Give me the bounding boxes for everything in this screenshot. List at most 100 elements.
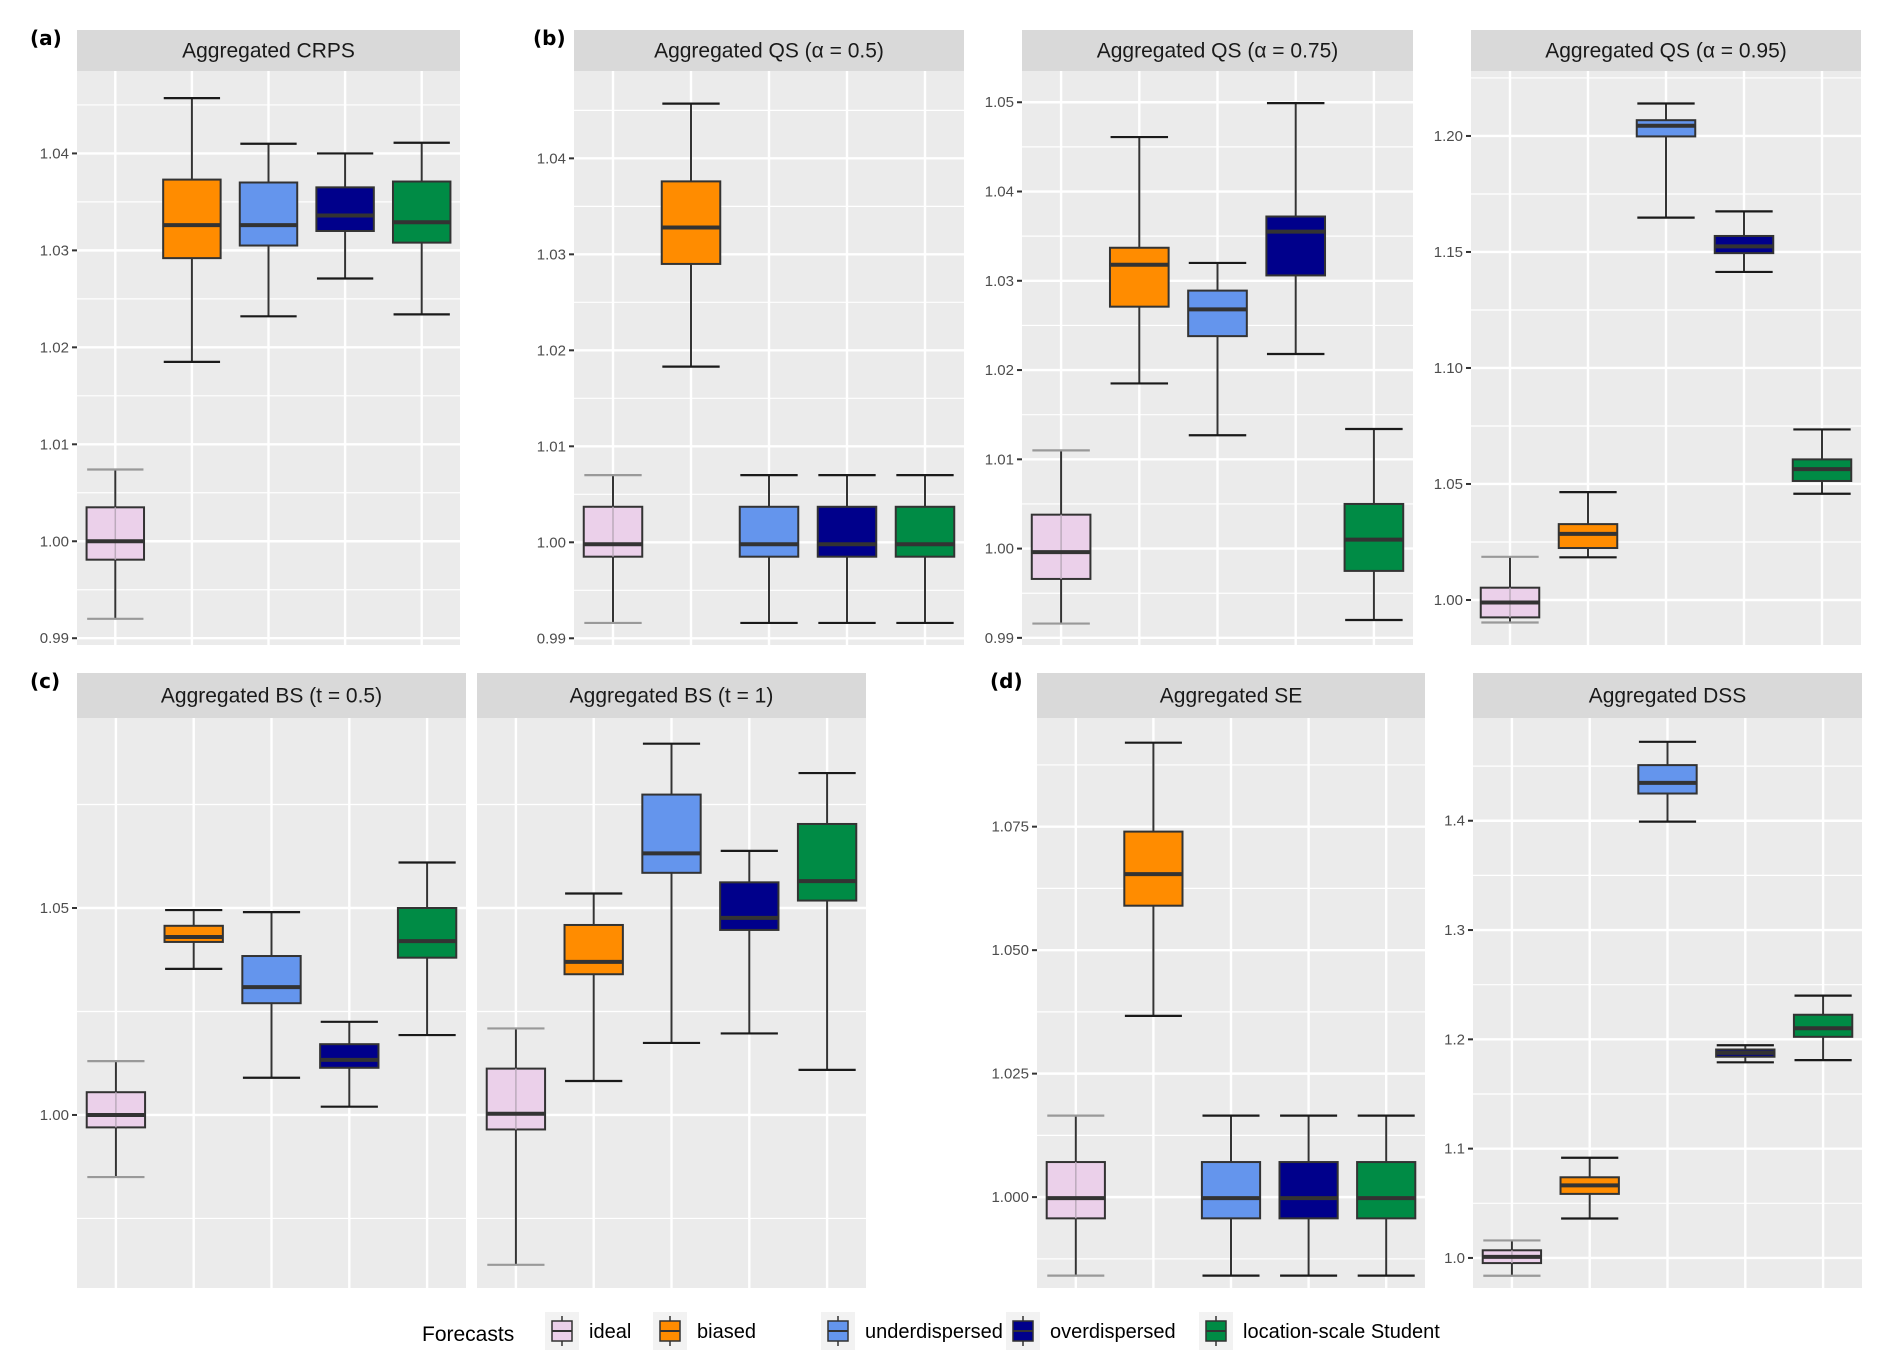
y-tick-label: 1.0 — [1444, 1250, 1465, 1267]
box-ideal — [485, 1027, 547, 1266]
panel-6: (d) Aggregated SE 1.000 1.025 1.050 1.075 — [990, 669, 1425, 1288]
box-overdispersed — [1265, 102, 1327, 356]
iqr-box — [1187, 289, 1248, 338]
iqr-box — [1265, 215, 1327, 277]
y-tick-label: 1.000 — [991, 1189, 1029, 1206]
box-overdispersed — [816, 474, 878, 625]
box-biased — [1108, 135, 1170, 385]
y-tick-label: 1.10 — [1434, 360, 1463, 377]
legend-label: biased — [697, 1321, 756, 1343]
iqr-box — [816, 505, 878, 558]
legend-label: overdispersed — [1050, 1321, 1176, 1343]
box-overdispersed — [319, 1020, 380, 1108]
facet-title: Aggregated SE — [1160, 685, 1302, 708]
y-tick-label: 1.075 — [991, 819, 1029, 836]
panel-4: (c) Aggregated BS (t = 0.5) 1.00 1.05 — [30, 669, 466, 1288]
y-tick-label: 1.15 — [1434, 244, 1463, 261]
iqr-box — [1356, 1161, 1417, 1220]
y-tick-label: 1.3 — [1444, 922, 1465, 939]
facet-strip — [1037, 673, 1425, 718]
y-tick-label: 1.1 — [1444, 1141, 1465, 1158]
y-tick-label: 1.03 — [985, 273, 1014, 290]
y-tick-label: 1.01 — [985, 451, 1014, 468]
y-tick-label: 1.03 — [40, 242, 69, 259]
box-underdispersed — [1637, 740, 1698, 823]
iqr-box — [1792, 1013, 1854, 1038]
iqr-box — [894, 505, 956, 558]
box-ideal — [1030, 449, 1092, 625]
legend-label: location-scale Student — [1243, 1321, 1440, 1343]
box-biased — [563, 892, 624, 1083]
y-tick-label: 1.01 — [40, 436, 69, 453]
box-ideal — [85, 1060, 147, 1179]
box-lss — [796, 771, 858, 1071]
iqr-box — [1635, 119, 1697, 138]
y-tick-label: 1.04 — [537, 150, 566, 167]
y-tick-label: 1.03 — [537, 246, 566, 263]
y-tick-label: 1.05 — [40, 900, 69, 917]
box-biased — [163, 908, 224, 970]
panel-tag: (d) — [990, 669, 1023, 693]
box-overdispersed — [1713, 210, 1775, 274]
facet-strip — [1022, 30, 1413, 71]
y-tick-label: 1.050 — [991, 942, 1029, 959]
box-underdispersed — [641, 742, 702, 1045]
panel-tag: (a) — [30, 26, 62, 50]
box-overdispersed — [719, 849, 780, 1035]
box-underdispersed — [1200, 1114, 1262, 1277]
y-tick-label: 1.04 — [40, 145, 69, 162]
panel-3: Aggregated QS (α = 0.95) 1.00 1.05 1.10 1.15… — [1434, 30, 1861, 645]
legend-entry-underdispersed: underdispersed — [821, 1312, 1003, 1350]
iqr-box — [1108, 246, 1170, 308]
facet-title: Aggregated QS (α = 0.75) — [1097, 40, 1339, 63]
box-biased — [1557, 491, 1619, 559]
box-lss — [1792, 994, 1854, 1062]
iqr-box — [1278, 1161, 1339, 1220]
iqr-box — [162, 178, 222, 260]
facet-title: Aggregated DSS — [1589, 685, 1747, 708]
facet-strip — [574, 30, 964, 71]
y-tick-label: 1.00 — [985, 541, 1014, 558]
box-lss — [894, 474, 956, 625]
y-tick-label: 1.01 — [537, 438, 566, 455]
iqr-box — [391, 180, 452, 244]
facet-title: Aggregated QS (α = 0.95) — [1545, 40, 1787, 63]
box-ideal — [1481, 1239, 1543, 1277]
box-biased — [162, 97, 222, 363]
panel-2: Aggregated QS (α = 0.75) 0.99 1.00 1.01 1.02… — [985, 30, 1413, 647]
iqr-box — [241, 955, 302, 1005]
iqr-box — [563, 923, 624, 976]
iqr-box — [1637, 764, 1698, 795]
iqr-box — [1200, 1161, 1262, 1220]
iqr-box — [641, 793, 702, 874]
facet-title: Aggregated QS (α = 0.5) — [654, 40, 884, 63]
box-ideal — [582, 474, 644, 625]
facet-title: Aggregated BS (t = 1) — [570, 685, 774, 708]
box-ideal — [1479, 555, 1541, 624]
legend-entry-ideal: ideal — [545, 1312, 631, 1350]
iqr-box — [163, 924, 224, 943]
panels: (a) Aggregated CRPS 0.99 1.00 1.01 1.02 1.03 1.… — [30, 26, 1862, 1288]
panel-0: (a) Aggregated CRPS 0.99 1.00 1.01 1.02 1.03 1.… — [30, 26, 460, 647]
y-tick-label: 1.02 — [537, 342, 566, 359]
box-underdispersed — [241, 911, 302, 1079]
facet-strip — [477, 673, 866, 718]
box-overdispersed — [1278, 1114, 1339, 1277]
y-tick-label: 1.2 — [1444, 1031, 1465, 1048]
iqr-box — [660, 180, 722, 265]
panel-1: (b) Aggregated QS (α = 0.5) 0.99 1.00 1.01 1.… — [533, 26, 964, 647]
y-tick-label: 0.99 — [537, 630, 566, 647]
box-underdispersed — [238, 142, 299, 318]
iqr-box — [719, 881, 780, 931]
facet-strip — [77, 30, 460, 71]
facet-strip — [1473, 673, 1862, 718]
iqr-box — [315, 186, 375, 232]
legend: Forecasts ideal biased underdispersed overd… — [422, 1312, 1440, 1350]
panel-7: Aggregated DSS 1.0 1.1 1.2 1.3 1.4 — [1444, 673, 1862, 1288]
legend-title: Forecasts — [422, 1323, 514, 1346]
y-tick-label: 1.02 — [40, 339, 69, 356]
iqr-box — [319, 1043, 380, 1069]
iqr-box — [396, 907, 458, 959]
panel-5: Aggregated BS (t = 1) — [477, 673, 866, 1288]
